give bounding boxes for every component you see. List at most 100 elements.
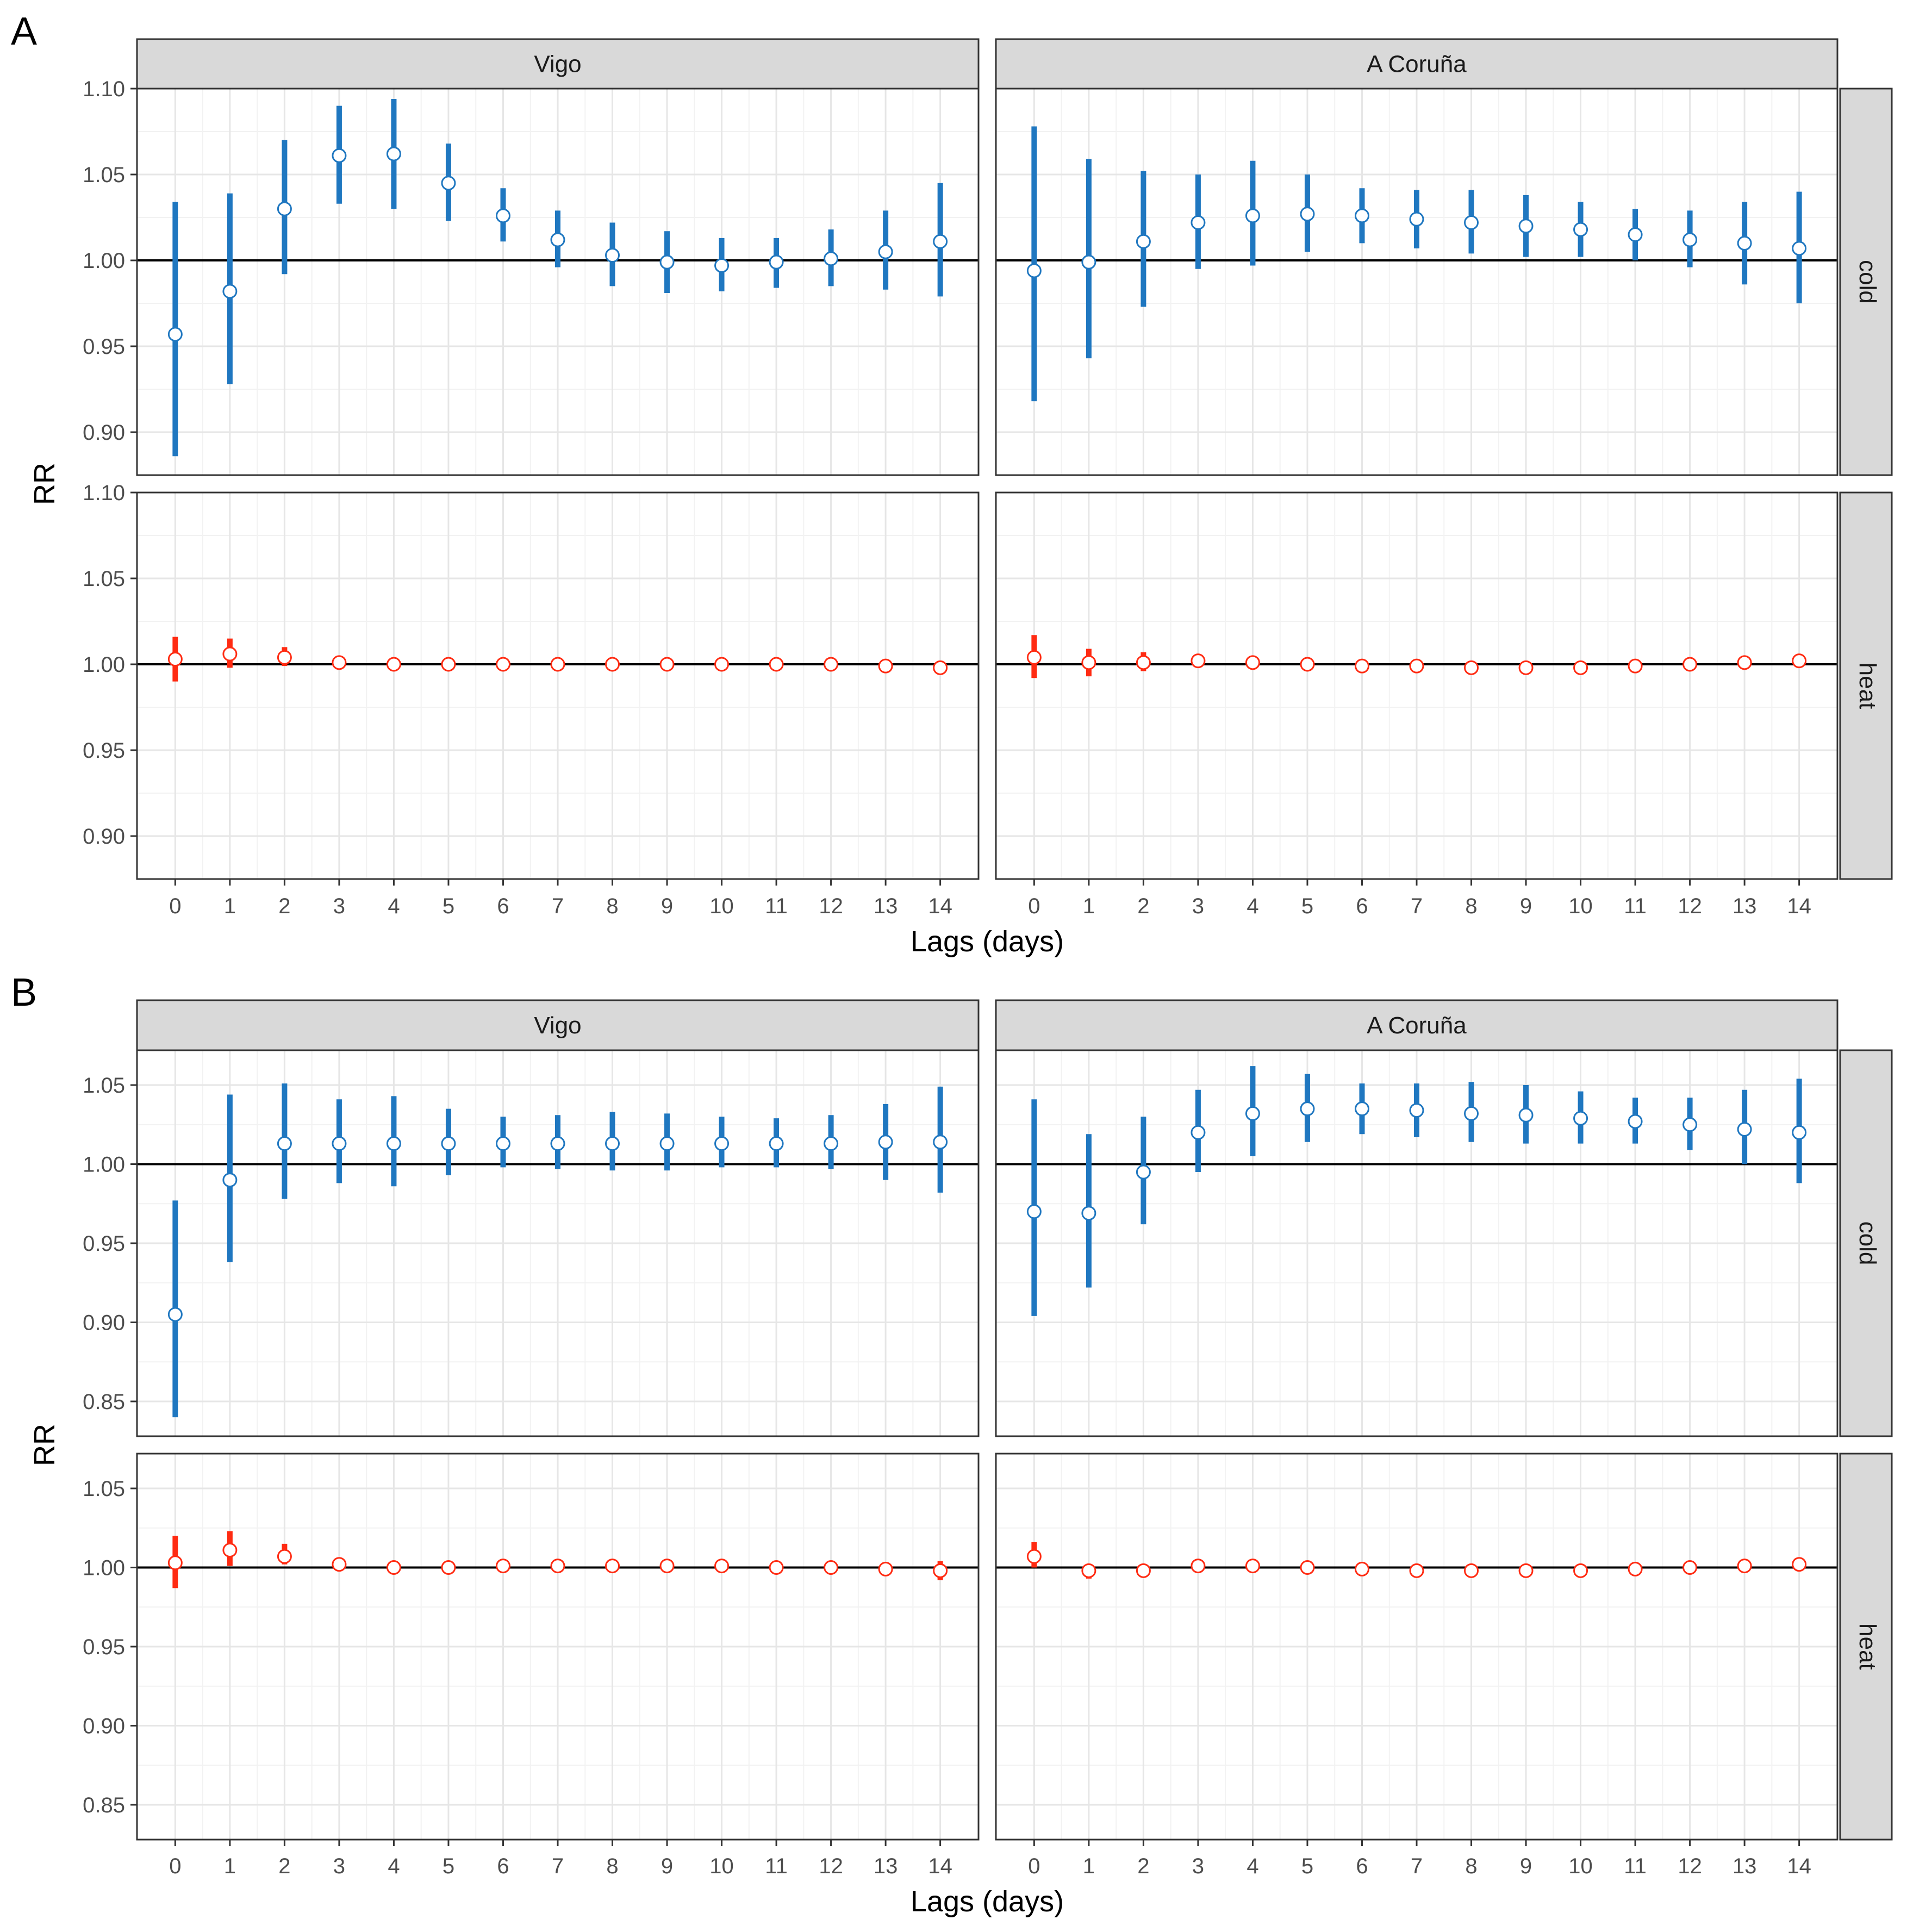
panel-border bbox=[136, 88, 980, 476]
column-strip-label: Vigo bbox=[534, 51, 581, 78]
x-tick-label: 0 bbox=[1028, 1854, 1040, 1878]
x-tick-label: 2 bbox=[278, 1854, 290, 1878]
rr-point bbox=[1136, 234, 1151, 249]
rr-point bbox=[605, 248, 620, 263]
rr-point bbox=[386, 657, 401, 672]
column-strip bbox=[136, 999, 980, 1051]
x-tick-label: 3 bbox=[1192, 894, 1204, 918]
rr-point bbox=[1464, 1563, 1479, 1578]
rr-point bbox=[1464, 215, 1479, 230]
panel-border bbox=[995, 88, 1839, 476]
y-tick-label: 0.95 bbox=[83, 739, 125, 763]
x-tick-label: 4 bbox=[1247, 894, 1258, 918]
rr-point bbox=[1300, 657, 1315, 672]
y-tick-label: 0.90 bbox=[83, 1311, 125, 1335]
x-tick-label: 5 bbox=[1301, 1854, 1313, 1878]
figure-panel-A: A Vigo A Coruña cold heat 0.90 0.95 1.00 1.05 1.1… bbox=[11, 10, 1893, 958]
x-tick-label: 4 bbox=[388, 1854, 400, 1878]
rr-point bbox=[441, 1560, 456, 1575]
rr-point bbox=[714, 657, 730, 672]
y-axis-title: RR bbox=[28, 463, 61, 505]
y-tick-label: 1.10 bbox=[83, 77, 125, 101]
x-tick-label: 10 bbox=[1568, 894, 1593, 918]
x-tick-label: 7 bbox=[1411, 894, 1423, 918]
rr-point bbox=[1737, 235, 1752, 251]
x-tick-label: 2 bbox=[278, 894, 290, 918]
y-tick-label: 0.90 bbox=[83, 825, 125, 849]
row-strip-label: heat bbox=[1854, 663, 1881, 709]
x-tick-label: 12 bbox=[1678, 894, 1702, 918]
x-tick-label: 4 bbox=[1247, 1854, 1258, 1878]
rr-point bbox=[386, 146, 401, 161]
rr-point bbox=[824, 657, 839, 672]
x-tick-label: 12 bbox=[1678, 1854, 1702, 1878]
rr-point bbox=[605, 657, 620, 672]
x-tick-label: 9 bbox=[661, 1854, 673, 1878]
rr-point bbox=[933, 660, 948, 675]
row-strip bbox=[1839, 491, 1893, 880]
rr-point bbox=[1300, 1560, 1315, 1575]
rr-point bbox=[1573, 222, 1588, 237]
rr-point bbox=[1737, 1559, 1752, 1574]
rr-point bbox=[222, 646, 238, 662]
rr-point bbox=[550, 232, 565, 247]
rr-point bbox=[933, 234, 948, 249]
row-strip-label: cold bbox=[1854, 260, 1881, 304]
rr-point bbox=[878, 1561, 893, 1576]
y-tick-label: 0.95 bbox=[83, 1232, 125, 1256]
rr-point bbox=[769, 254, 784, 270]
x-tick-label: 0 bbox=[169, 894, 181, 918]
y-tick-label: 0.90 bbox=[83, 421, 125, 445]
rr-point bbox=[1354, 1561, 1369, 1576]
rr-point bbox=[277, 1549, 292, 1564]
rr-point bbox=[1191, 1125, 1206, 1140]
rr-point bbox=[441, 657, 456, 672]
panel-cold-vigo: 0.90 0.95 1.00 1.05 1.10 bbox=[83, 77, 980, 476]
rr-point bbox=[222, 284, 238, 299]
rr-point bbox=[714, 1559, 730, 1574]
x-tick-label: 13 bbox=[1732, 1854, 1757, 1878]
rr-point bbox=[1081, 1206, 1096, 1221]
x-tick-label: 9 bbox=[661, 894, 673, 918]
panel-heat-vigo: 0.900.951.001.051.100 1 2 3 4 5 6 7 8 9 10 11 12 13 14 bbox=[83, 481, 980, 918]
rr-point bbox=[1136, 655, 1151, 670]
row-strip-label: cold bbox=[1854, 1221, 1881, 1266]
x-tick-label: 14 bbox=[1787, 1854, 1811, 1878]
x-tick-label: 1 bbox=[1083, 1854, 1095, 1878]
x-tick-label: 9 bbox=[1520, 1854, 1532, 1878]
x-tick-label: 13 bbox=[874, 894, 898, 918]
x-tick-label: 5 bbox=[1301, 894, 1313, 918]
row-strip bbox=[1839, 88, 1893, 476]
rr-point bbox=[277, 650, 292, 665]
rr-point bbox=[659, 1559, 675, 1574]
x-tick-label: 14 bbox=[928, 1854, 952, 1878]
x-tick-label: 14 bbox=[1787, 894, 1811, 918]
rr-point bbox=[824, 1136, 839, 1151]
x-tick-label: 1 bbox=[1083, 894, 1095, 918]
rr-point bbox=[1792, 653, 1807, 669]
y-tick-label: 1.00 bbox=[83, 249, 125, 273]
x-tick-label: 8 bbox=[606, 1854, 618, 1878]
y-tick-label: 0.85 bbox=[83, 1793, 125, 1817]
x-tick-label: 1 bbox=[224, 894, 236, 918]
rr-point bbox=[277, 1136, 292, 1151]
rr-point bbox=[1464, 1106, 1479, 1121]
x-tick-label: 4 bbox=[388, 894, 400, 918]
panel-heat-a-coruña: 0 1 2 3 4 5 6 7 8 9 10 11 12 13 14 bbox=[995, 491, 1839, 918]
rr-point bbox=[332, 655, 347, 670]
rr-point bbox=[1245, 1106, 1260, 1121]
rr-point bbox=[1026, 650, 1042, 665]
rr-point bbox=[441, 176, 456, 191]
x-tick-label: 7 bbox=[552, 894, 564, 918]
x-tick-label: 7 bbox=[1411, 1854, 1423, 1878]
rr-point bbox=[386, 1136, 401, 1151]
rr-point bbox=[550, 657, 565, 672]
y-tick-label: 1.00 bbox=[83, 1153, 125, 1177]
panel-border bbox=[995, 1049, 1839, 1437]
y-tick-label: 0.95 bbox=[83, 1635, 125, 1659]
rr-point bbox=[1354, 208, 1369, 223]
rr-point bbox=[605, 1559, 620, 1574]
x-tick-label: 6 bbox=[1356, 894, 1368, 918]
y-tick-label: 1.00 bbox=[83, 653, 125, 677]
